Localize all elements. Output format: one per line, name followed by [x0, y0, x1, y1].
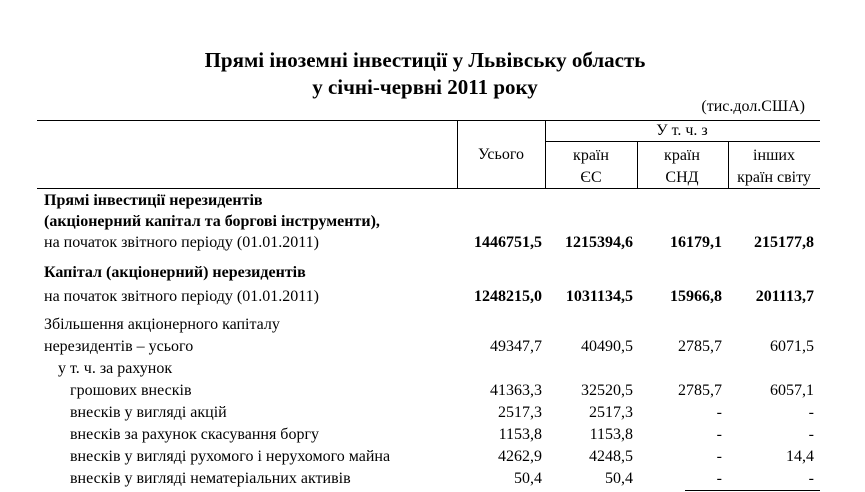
cell-value: 1153,8: [589, 426, 633, 443]
cell-value: 1031134,5: [565, 288, 633, 305]
cell-value: 32520,5: [581, 382, 633, 399]
cell-value: 2785,7: [678, 338, 722, 355]
cell-value: 49347,7: [490, 338, 542, 355]
cell-value: -: [716, 448, 722, 465]
rule: [728, 141, 729, 188]
row-label: Збільшення акціонерного капіталу: [44, 316, 280, 333]
cell-value: -: [808, 470, 814, 487]
column-header: країн: [664, 147, 700, 164]
cell-value: 215177,8: [754, 234, 814, 251]
cell-value: 16179,1: [670, 234, 722, 251]
cell-value: 50,4: [514, 470, 542, 487]
cell-value: 201113,7: [755, 288, 814, 305]
row-label: внесків у вигляді рухомого і нерухомого …: [70, 448, 391, 465]
row-label: на початок звітного періоду (01.01.2011): [44, 234, 319, 251]
rule: [685, 490, 820, 491]
cell-value: 50,4: [605, 470, 633, 487]
row-label: внесків у вигляді акцій: [70, 404, 227, 421]
cell-value: 1153,8: [498, 426, 542, 443]
column-header: країн: [573, 147, 609, 164]
cell-value: -: [808, 426, 814, 443]
row-label: Прямі інвестиції нерезидентів: [44, 192, 263, 209]
column-header: СНД: [665, 169, 699, 186]
cell-value: -: [808, 404, 814, 421]
cell-value: 1446751,5: [474, 234, 542, 251]
rule: [457, 120, 458, 188]
rule: [637, 141, 638, 188]
cell-value: 2517,3: [498, 404, 542, 421]
column-header: У т. ч. з: [656, 122, 708, 139]
column-header: країн світу: [737, 169, 811, 186]
row-label: (акціонерний капітал та боргові інструме…: [44, 213, 380, 230]
cell-value: 4248,5: [589, 448, 633, 465]
cell-value: 4262,9: [498, 448, 542, 465]
cell-value: 40490,5: [581, 338, 633, 355]
cell-value: 15966,8: [670, 288, 722, 305]
rule: [37, 120, 820, 121]
unit-note: (тис.дол.США): [701, 98, 805, 115]
cell-value: 1248215,0: [474, 288, 542, 305]
row-label: внесків у вигляді нематеріальних активів: [70, 470, 351, 487]
cell-value: 2517,3: [589, 404, 633, 421]
cell-value: 14,4: [786, 448, 814, 465]
cell-value: -: [716, 426, 722, 443]
row-label: у т. ч. за рахунок: [58, 360, 173, 377]
title: Прямі іноземні інвестиції у Львівську об…: [204, 48, 646, 72]
column-header: ЄС: [580, 169, 602, 186]
column-header: інших: [753, 147, 795, 164]
rule: [545, 120, 546, 188]
row-label: Капітал (акціонерний) нерезидентів: [44, 264, 306, 281]
rule: [37, 188, 820, 189]
row-label: нерезидентів – усього: [44, 338, 194, 355]
cell-value: -: [716, 404, 722, 421]
cell-value: 41363,3: [490, 382, 542, 399]
row-label: на початок звітного періоду (01.01.2011): [44, 288, 319, 305]
rule: [545, 141, 820, 142]
row-label: внесків за рахунок скасування боргу: [70, 426, 319, 443]
column-header: Усього: [478, 146, 524, 163]
cell-value: 6071,5: [770, 338, 814, 355]
cell-value: 6057,1: [770, 382, 814, 399]
row-label: грошових внесків: [70, 382, 192, 399]
cell-value: 2785,7: [678, 382, 722, 399]
cell-value: -: [716, 470, 722, 487]
cell-value: 1215394,6: [565, 234, 633, 251]
title: у січні-червні 2011 року: [312, 75, 538, 99]
